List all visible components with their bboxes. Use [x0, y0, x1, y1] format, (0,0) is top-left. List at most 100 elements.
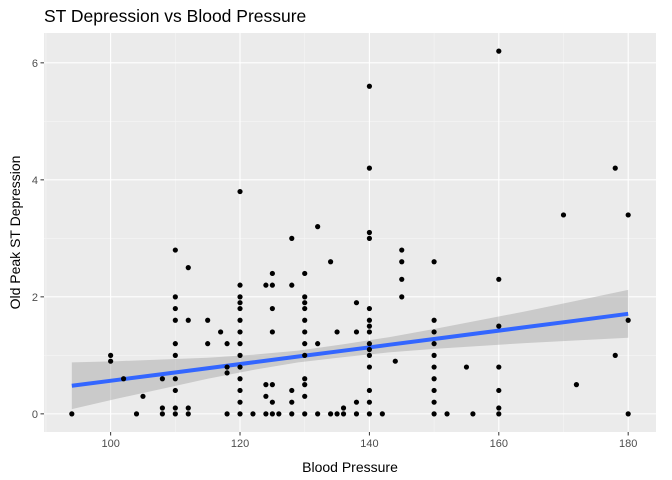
data-point [172, 341, 178, 347]
data-point [496, 405, 502, 411]
data-point [612, 165, 618, 171]
data-point [185, 317, 191, 323]
data-point [185, 405, 191, 411]
data-point [431, 341, 437, 347]
data-point [399, 247, 405, 253]
data-point [205, 341, 211, 347]
data-point [172, 305, 178, 312]
data-point [340, 405, 347, 411]
data-point [444, 411, 450, 417]
data-point [237, 387, 243, 394]
data-point [172, 352, 178, 358]
data-point [366, 329, 373, 335]
x-tick-label: 160 [490, 438, 508, 450]
data-point [224, 411, 230, 417]
data-point [379, 411, 385, 417]
data-point [69, 411, 75, 417]
data-point [399, 294, 405, 300]
data-point [237, 282, 243, 288]
data-point [237, 341, 243, 347]
data-point [366, 235, 373, 241]
data-point [237, 305, 243, 312]
data-point [302, 270, 308, 277]
data-point [120, 376, 127, 382]
data-point [496, 48, 502, 54]
data-point [366, 411, 373, 417]
x-axis-title: Blood Pressure [302, 459, 398, 475]
data-point [431, 364, 437, 370]
data-point [302, 305, 308, 312]
data-point [496, 323, 502, 329]
data-point [496, 276, 502, 282]
data-point [172, 405, 178, 411]
data-point [366, 364, 373, 370]
plot-panel [44, 33, 656, 432]
data-point [289, 411, 295, 417]
data-point [237, 294, 243, 300]
data-point [269, 399, 275, 405]
data-point [399, 259, 405, 265]
data-point [172, 294, 178, 300]
data-point [205, 317, 211, 323]
data-point [366, 352, 373, 358]
data-point [185, 265, 191, 271]
data-point [431, 329, 437, 335]
data-point [289, 282, 295, 288]
data-point [340, 411, 347, 417]
data-point [263, 382, 269, 388]
y-axis-title: Old Peak ST Depression [7, 156, 23, 310]
data-point [269, 411, 275, 417]
data-point [625, 411, 631, 417]
data-point [302, 411, 308, 417]
data-point [237, 399, 243, 405]
data-point [366, 341, 373, 347]
data-point [334, 329, 340, 335]
data-point [463, 364, 470, 370]
data-point [392, 358, 398, 364]
data-point [366, 229, 373, 236]
data-point [366, 346, 373, 353]
data-point [237, 300, 243, 306]
data-point [625, 212, 631, 218]
x-tick-label: 140 [360, 438, 378, 450]
data-point [263, 393, 269, 399]
data-point [353, 411, 360, 417]
data-point [302, 376, 308, 382]
data-point [366, 165, 373, 171]
data-point [431, 352, 437, 358]
data-point [250, 411, 256, 417]
data-point [224, 341, 230, 347]
data-point [315, 224, 321, 230]
data-point [315, 411, 321, 417]
axis-ticks: 100 120 140 160 180 0 2 4 6 [32, 58, 637, 450]
data-point [302, 341, 308, 347]
data-point [353, 329, 360, 335]
trend-line-layer [71, 311, 629, 388]
data-point [302, 382, 308, 388]
data-point [353, 300, 360, 306]
data-point [366, 305, 373, 312]
y-tick-label: 4 [32, 175, 38, 187]
data-point [625, 317, 631, 323]
data-point [237, 188, 243, 195]
data-point [263, 282, 269, 288]
data-point [573, 382, 580, 388]
data-point [302, 393, 308, 399]
data-point [140, 393, 146, 399]
data-point [172, 317, 178, 323]
x-tick-label: 180 [619, 438, 637, 450]
data-point [327, 411, 334, 417]
data-point [263, 411, 269, 417]
data-point [172, 247, 178, 253]
data-point [302, 294, 308, 300]
data-points [69, 48, 631, 417]
data-point [159, 405, 165, 411]
data-point [289, 399, 295, 405]
y-tick-label: 2 [32, 292, 38, 304]
data-point [399, 276, 405, 282]
data-point [224, 370, 230, 376]
data-point [133, 411, 140, 417]
data-point [431, 411, 437, 417]
data-point [496, 387, 502, 394]
